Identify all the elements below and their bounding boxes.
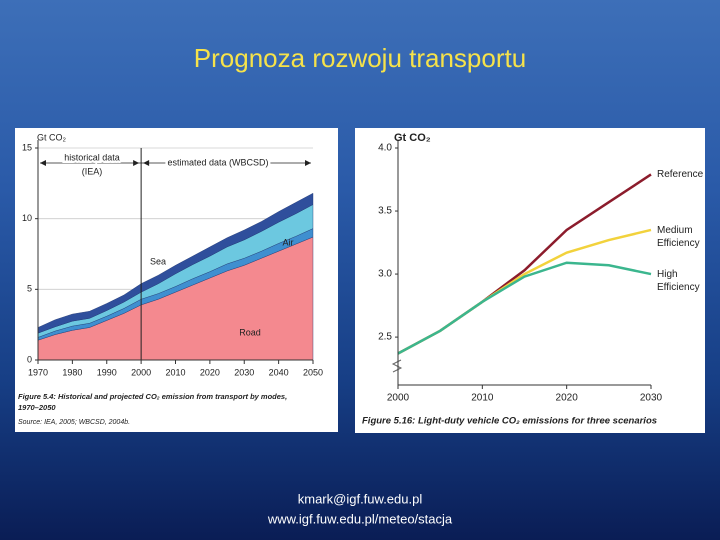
axis-break bbox=[391, 359, 403, 373]
caption: Figure 5.16: Light-duty vehicle CO₂ emis… bbox=[362, 416, 657, 427]
x-tick-label: 2000 bbox=[387, 393, 410, 404]
x-tick-label: 2040 bbox=[269, 367, 289, 377]
y-tick-label: 10 bbox=[22, 213, 32, 223]
series-label: Sea bbox=[150, 256, 166, 266]
caption: 1970–2050 bbox=[18, 403, 56, 412]
annotation: estimated data (WBCSD) bbox=[167, 157, 268, 167]
area bbox=[37, 192, 314, 334]
x-tick-label: 2050 bbox=[303, 367, 323, 377]
legend-label: Medium Efficiency bbox=[657, 225, 700, 249]
x-tick-label: 2010 bbox=[471, 393, 494, 404]
legend-label: High Efficiency bbox=[657, 269, 700, 293]
footer-text: kmark@igf.fuw.edu.pl bbox=[298, 491, 423, 506]
y-tick-label: 3.5 bbox=[378, 206, 392, 217]
y-tick-label: 0 bbox=[27, 354, 32, 364]
chart-panel bbox=[355, 128, 705, 433]
x-tick-label: 2030 bbox=[640, 393, 663, 404]
slide-title: Prognoza rozwoju transportu bbox=[194, 43, 526, 73]
x-tick-label: 1970 bbox=[28, 367, 48, 377]
x-tick-label: 2030 bbox=[234, 367, 254, 377]
y-tick-label: 2.5 bbox=[378, 332, 392, 343]
y-tick-label: 5 bbox=[27, 284, 32, 294]
line bbox=[397, 261, 652, 355]
x-tick-label: 2000 bbox=[131, 367, 151, 377]
y-tick-label: 15 bbox=[22, 142, 32, 152]
y-tick-label: 4.0 bbox=[378, 143, 392, 154]
annotation: historical data bbox=[64, 152, 120, 162]
annotation: (IEA) bbox=[82, 166, 103, 176]
footer-text: www.igf.fuw.edu.pl/meteo/stacja bbox=[267, 511, 453, 526]
x-tick-label: 1990 bbox=[97, 367, 117, 377]
x-tick-label: 2010 bbox=[165, 367, 185, 377]
legend-label: Reference bbox=[657, 169, 704, 180]
series-label: Road bbox=[239, 327, 261, 337]
caption: Figure 5.4: Historical and projected CO₂… bbox=[18, 392, 287, 401]
x-tick-label: 2020 bbox=[556, 393, 579, 404]
x-tick-label: 1980 bbox=[62, 367, 82, 377]
x-tick-label: 2020 bbox=[200, 367, 220, 377]
series-label: Air bbox=[283, 237, 294, 247]
y-axis-label: Gt CO₂ bbox=[394, 132, 431, 144]
source: Source: IEA, 2005; WBCSD, 2004b. bbox=[18, 419, 130, 426]
y-tick-label: 3.0 bbox=[378, 269, 392, 280]
y-axis-label: Gt CO₂ bbox=[37, 132, 67, 142]
